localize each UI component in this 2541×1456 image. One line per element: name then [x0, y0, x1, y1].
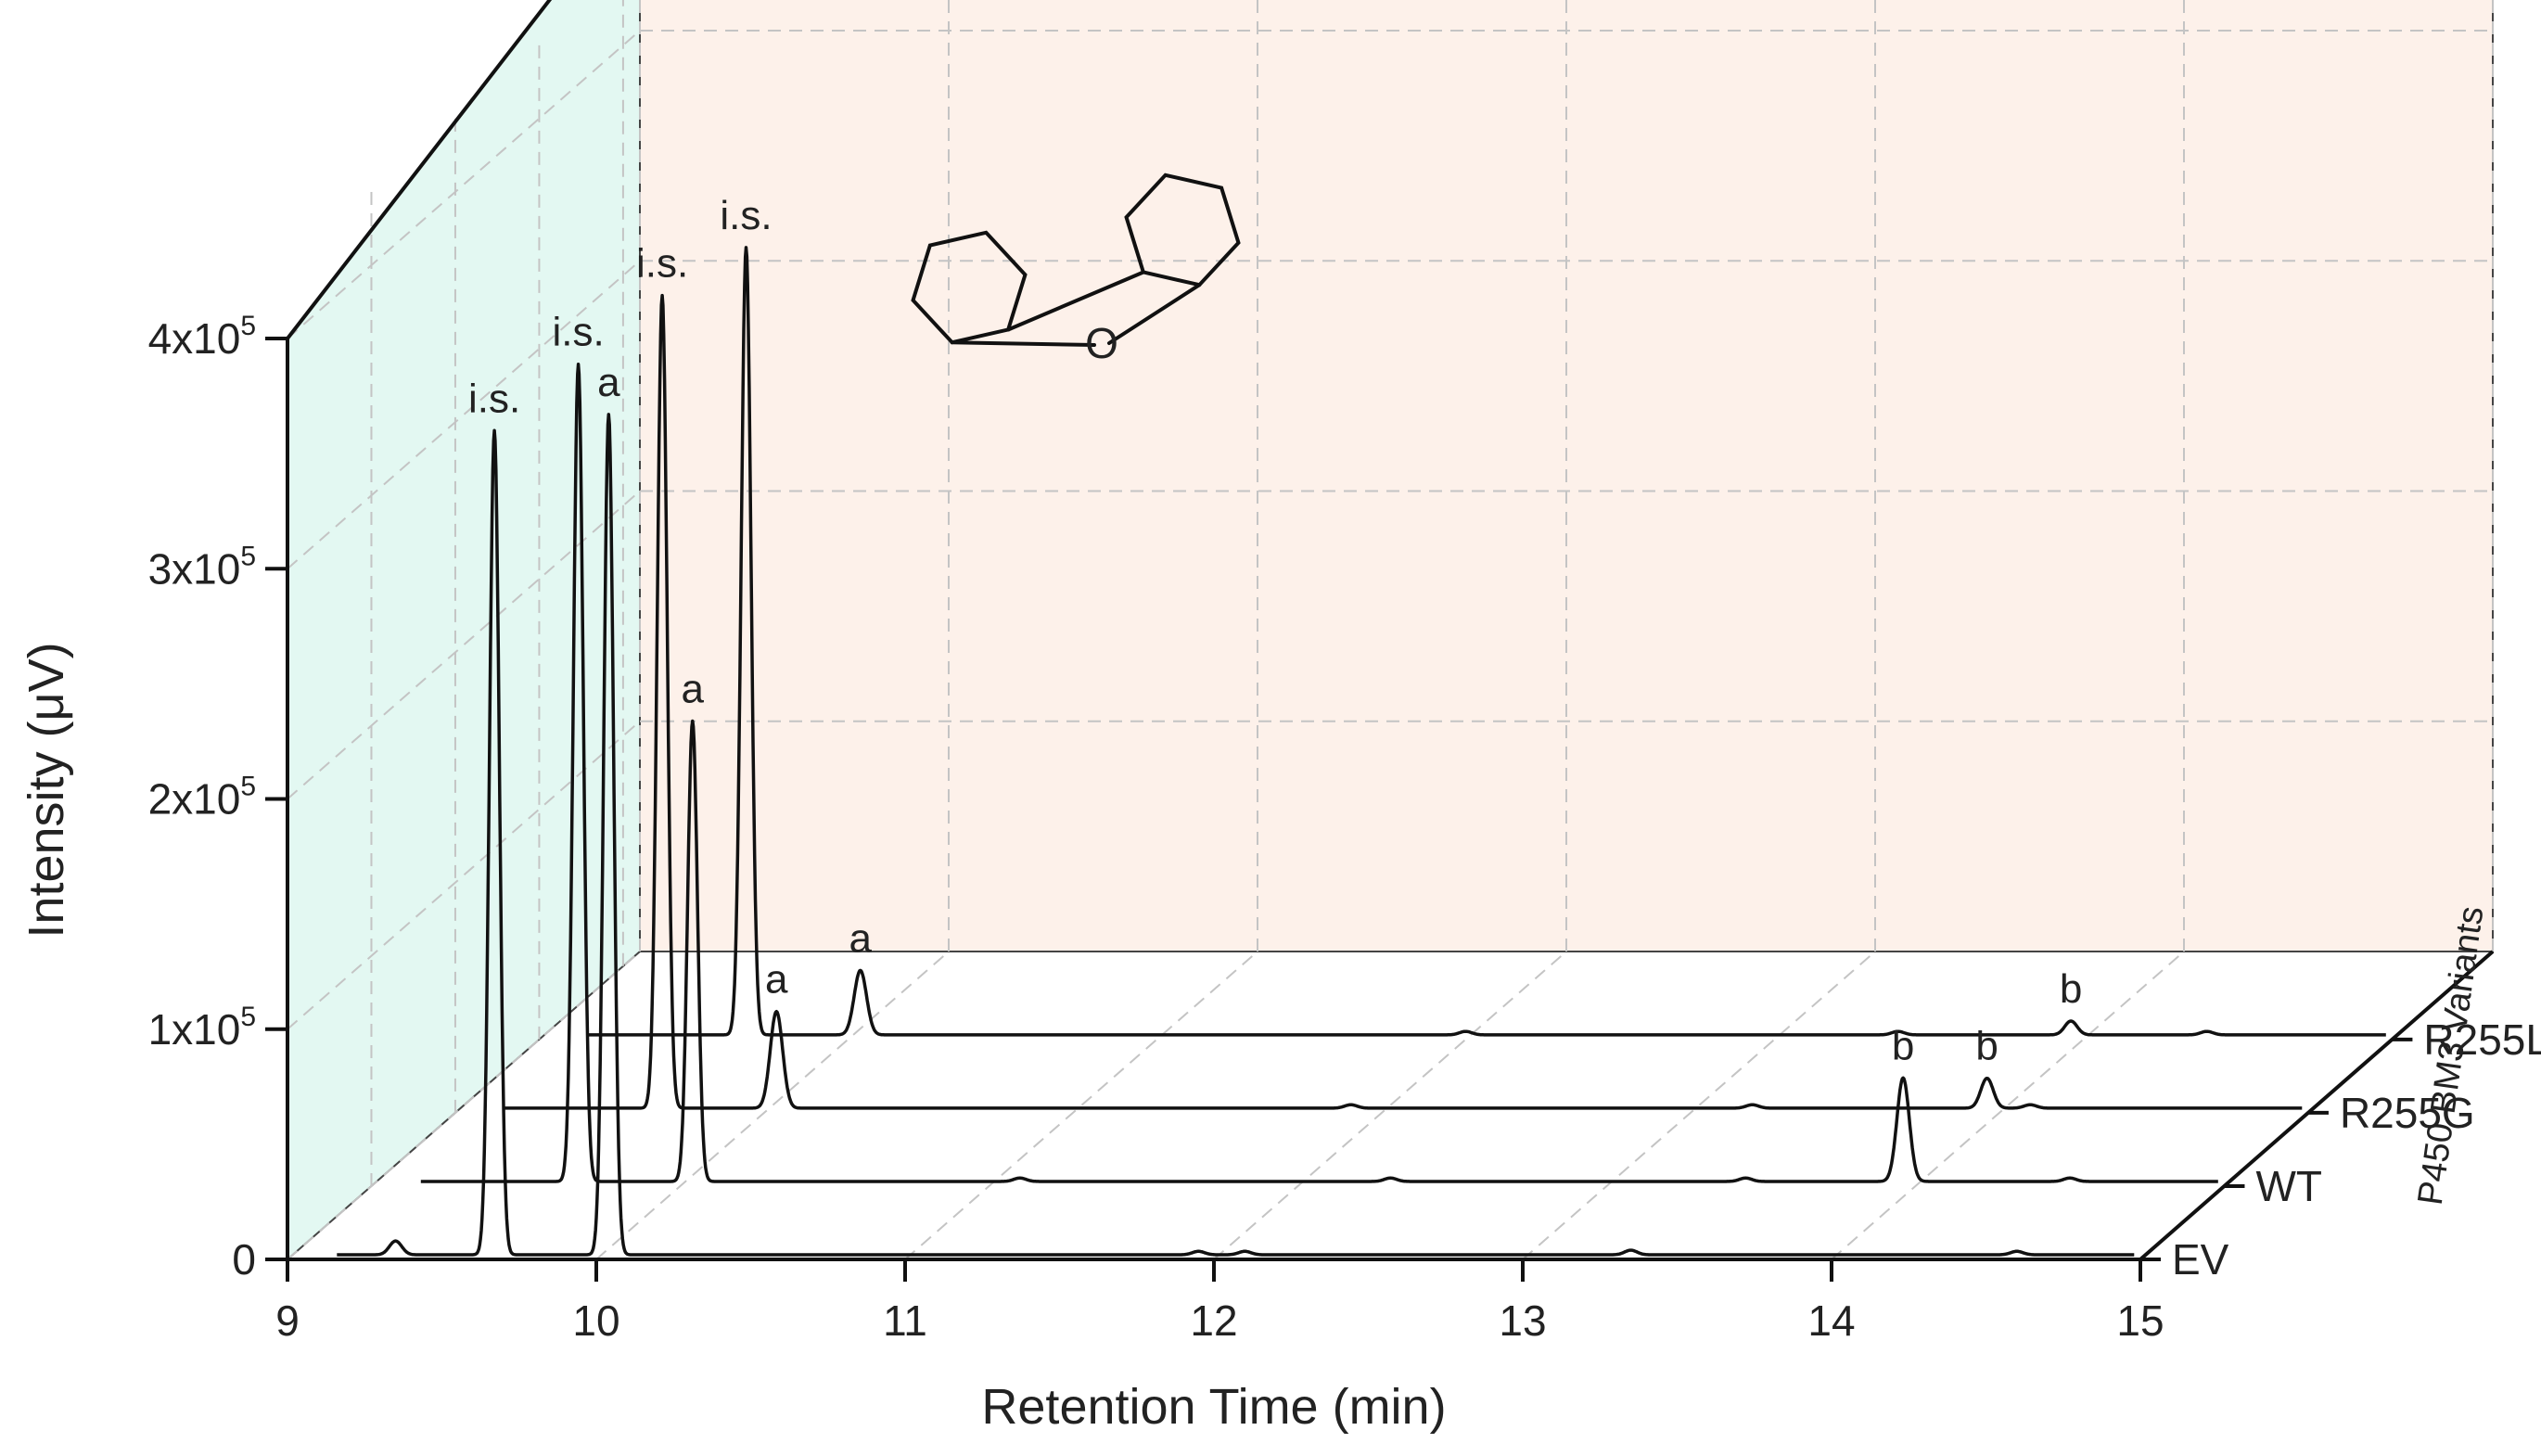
- grid-floor-10: [595, 951, 950, 1260]
- peak-label-r255g-b: b: [1975, 1024, 1998, 1069]
- side-wall-top-edge: [286, 0, 553, 340]
- peak-label-r255l-b: b: [2060, 966, 2082, 1012]
- grid-lines: [287, 0, 2494, 1260]
- trace-r255g: [504, 293, 2304, 1110]
- grid-floor-13: [1522, 951, 1876, 1260]
- axis-labels: 9 10 11 12 13 14 15 0 1x105 2x105 3x105 4x105 Retent…: [19, 311, 2491, 1435]
- peak-label-ev-a: a: [597, 360, 620, 405]
- y-tick-label-2: 2x105: [148, 772, 256, 824]
- biaryl-bond: [1006, 270, 1145, 332]
- depth-axis-line: [2139, 950, 2495, 1261]
- series-label-r255l: R255L: [2423, 1015, 2541, 1064]
- y-tick-label-1: 1x105: [148, 1002, 256, 1054]
- series-r255l: i.s. a b R255L: [587, 193, 2541, 1064]
- peak-label-wt-is: i.s.: [552, 310, 604, 355]
- grid-floor-12: [1213, 951, 1567, 1260]
- peak-label-r255l-is: i.s.: [720, 193, 772, 238]
- series-r255g: i.s. a b R255G: [504, 241, 2475, 1137]
- y-tick-label-0: 0: [232, 1235, 256, 1284]
- dibenzofuran-structure: O: [911, 172, 1241, 367]
- series-ev: i.s. a EV: [336, 360, 2229, 1284]
- series-traces: i.s. a b R255L i.s. a b R255G i.s. a b WT i.s. a EV: [336, 193, 2541, 1284]
- oxygen-atom-label: O: [1085, 319, 1118, 367]
- x-tick-label-11: 11: [883, 1296, 927, 1345]
- series-label-wt: WT: [2255, 1162, 2322, 1210]
- y-tick-label-4: 4x105: [148, 311, 256, 363]
- x-axis-title: Retention Time (min): [981, 1379, 1446, 1435]
- series-label-ev: EV: [2172, 1235, 2229, 1284]
- trace-r255l: [587, 246, 2387, 1037]
- grid-side-1: [287, 720, 641, 1030]
- grid-side-4: [287, 30, 641, 339]
- trace-ev: [336, 413, 2136, 1257]
- grid-side-3: [287, 260, 641, 570]
- furan-bond-left: [950, 340, 1096, 347]
- y-axis-title: Intensity (μV): [19, 642, 74, 938]
- y-tick-label-3: 3x105: [148, 541, 256, 593]
- x-tick-label-14: 14: [1807, 1296, 1855, 1345]
- peak-label-wt-a: a: [682, 666, 705, 711]
- x-tick-label-13: 13: [1499, 1296, 1546, 1345]
- peak-label-r255l-a: a: [849, 915, 873, 961]
- x-tick-label-12: 12: [1190, 1296, 1237, 1345]
- x-tick-label-15: 15: [2116, 1296, 2164, 1345]
- axes: [265, 0, 2495, 1282]
- peak-label-ev-is: i.s.: [468, 376, 520, 421]
- series-label-r255g: R255G: [2340, 1089, 2475, 1137]
- grid-floor-11: [904, 951, 1258, 1260]
- trace-wt: [419, 362, 2219, 1183]
- peak-label-r255g-is: i.s.: [636, 241, 688, 287]
- furan-bond-right: [1107, 283, 1202, 345]
- x-tick-label-9: 9: [275, 1296, 300, 1345]
- grid-floor-14: [1831, 951, 2185, 1260]
- series-wt: i.s. a b WT: [419, 310, 2322, 1210]
- peak-label-wt-b: b: [1892, 1023, 1914, 1068]
- x-tick-label-10: 10: [572, 1296, 619, 1345]
- grid-floor-9: [287, 951, 641, 1260]
- peak-label-r255g-a: a: [765, 957, 788, 1003]
